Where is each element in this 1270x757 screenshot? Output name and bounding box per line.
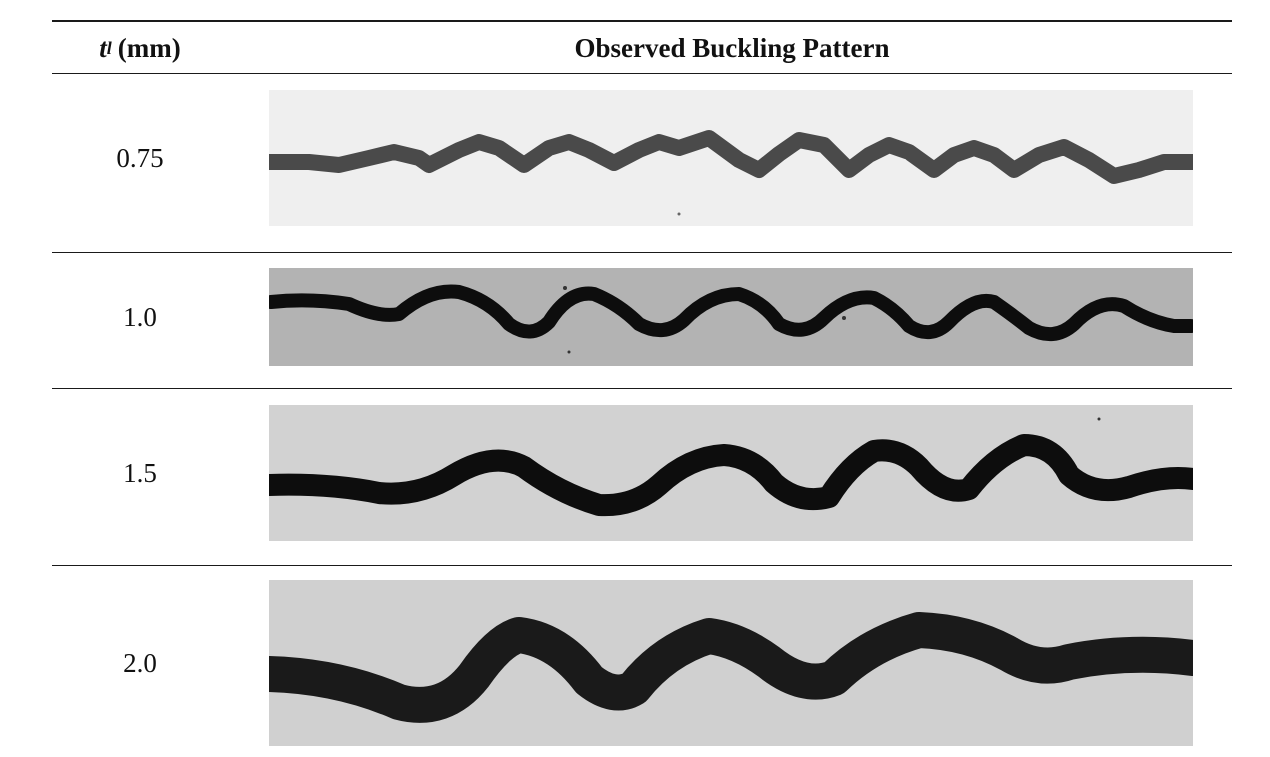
row-rule bbox=[52, 565, 1232, 566]
buckled-layer-waveform bbox=[269, 284, 1193, 341]
debris-speck bbox=[1097, 417, 1101, 421]
image-background bbox=[269, 405, 1193, 541]
buckled-layer-waveform bbox=[269, 434, 1193, 517]
row-thickness-value: 1.0 bbox=[123, 301, 157, 332]
thickness-subscript: l bbox=[106, 37, 112, 58]
buckling-pattern-image bbox=[269, 405, 1193, 541]
table-top-rule bbox=[52, 20, 1232, 22]
row-rule bbox=[52, 252, 1232, 253]
thickness-symbol: t bbox=[99, 32, 107, 63]
buckling-pattern-image bbox=[269, 580, 1193, 746]
row-thickness-value: 0.75 bbox=[116, 142, 164, 173]
debris-speck bbox=[563, 286, 567, 290]
thickness-unit: (mm) bbox=[117, 32, 181, 63]
debris-speck bbox=[677, 212, 681, 216]
debris-speck bbox=[567, 350, 571, 354]
row-rule bbox=[52, 388, 1232, 389]
row-thickness-value: 2.0 bbox=[123, 647, 157, 678]
header-rule bbox=[52, 73, 1232, 74]
buckling-pattern-image bbox=[269, 90, 1193, 226]
buckling-pattern-image bbox=[269, 268, 1193, 366]
debris-speck bbox=[842, 316, 846, 320]
image-background bbox=[269, 268, 1193, 366]
column-header-pattern: Observed Buckling Pattern bbox=[574, 32, 890, 63]
column-header-thickness: t l (mm) bbox=[52, 26, 228, 70]
row-thickness-value: 1.5 bbox=[123, 457, 157, 488]
buckled-layer-waveform bbox=[269, 612, 1193, 723]
buckled-layer-waveform bbox=[269, 130, 1193, 184]
